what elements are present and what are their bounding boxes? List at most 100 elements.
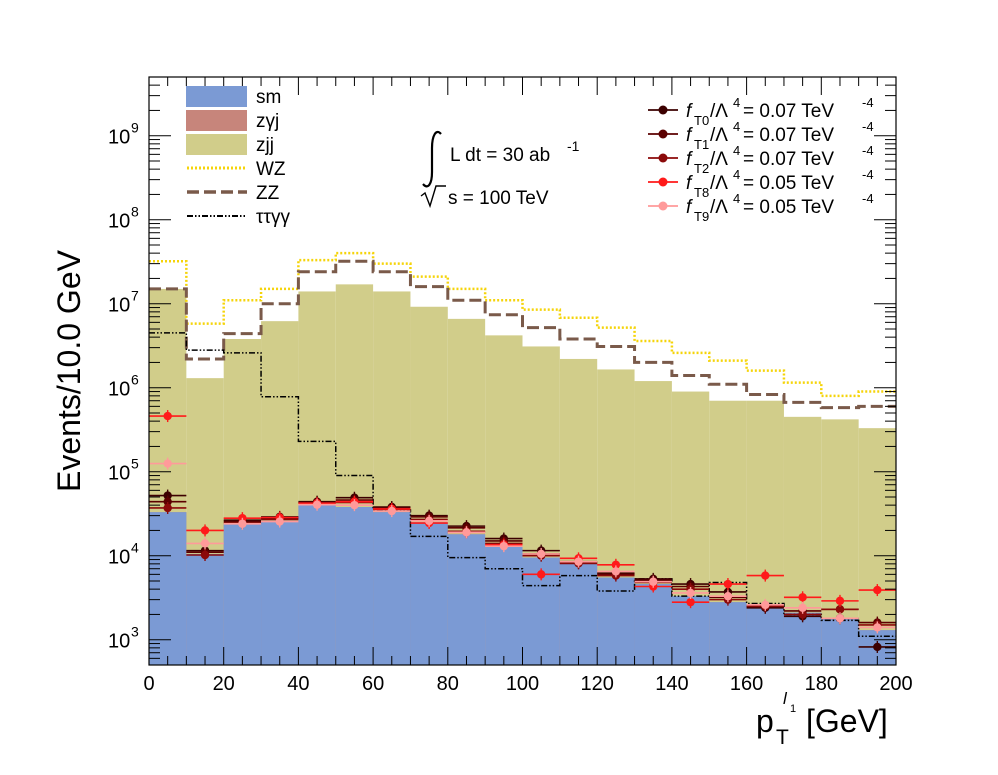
fT9-point — [611, 567, 621, 576]
y-tick-base: 10 — [108, 631, 130, 653]
fT9-point — [163, 459, 172, 468]
fT9-point — [536, 549, 546, 559]
sm-bar — [335, 507, 374, 665]
integral-sign-icon — [422, 130, 442, 188]
fT9-point — [761, 600, 770, 610]
legend-exp: -4 — [862, 143, 874, 158]
y-tick-base: 10 — [108, 463, 130, 485]
y-axis-title: Events/10.0 GeV — [51, 249, 87, 492]
fT2-point — [200, 550, 210, 560]
fT0-point — [163, 491, 172, 500]
legend-right-item: f T1/Λ 4 = 0.07 TeV -4 — [648, 119, 874, 152]
legend-left-item: zjj — [186, 134, 274, 156]
legend-sub: T2 — [694, 161, 709, 176]
legend-eq: = 0.07 TeV — [743, 149, 834, 170]
legend-eq: = 0.05 TeV — [743, 173, 834, 194]
sm-bar — [559, 563, 598, 665]
legend-pow: 4 — [733, 191, 740, 206]
legend-eq: = 0.07 TeV — [743, 125, 834, 146]
fT9-point — [574, 557, 583, 566]
legend-marker-point — [658, 201, 668, 211]
legend-eq: = 0.07 TeV — [743, 101, 834, 122]
x-tick-label: 20 — [213, 673, 235, 695]
sm-bar — [410, 522, 448, 665]
legend-f: f — [686, 197, 693, 218]
x-tick-label: 0 — [143, 673, 154, 695]
y-tick-base: 10 — [108, 295, 130, 317]
legend-marker-point — [658, 153, 668, 163]
y-tick-label: 10 7 — [108, 288, 139, 317]
stacked-fills — [149, 284, 896, 665]
legend-marker-point — [658, 129, 668, 139]
legend-marker-point — [658, 105, 668, 115]
legend-swatch — [186, 110, 247, 131]
x-tick-label: 200 — [879, 673, 912, 695]
x-tick-label: 100 — [506, 673, 539, 695]
legend-mid: /Λ — [710, 173, 728, 194]
fT1-point — [163, 497, 172, 506]
legend-left: sm zγj zjj WZ ZZ ττγγ — [186, 86, 291, 228]
legend-right-item: f T8/Λ 4 = 0.05 TeV -4 — [648, 167, 874, 200]
y-tick-exp: 7 — [131, 288, 139, 304]
tautaugg-line — [149, 332, 896, 637]
fT9-point — [723, 591, 733, 601]
fT9-point — [275, 517, 284, 526]
y-tick-label: 10 4 — [108, 540, 139, 569]
sm-bar — [597, 577, 635, 665]
legend-sub: T9 — [694, 209, 709, 224]
x-axis-title-main: p — [756, 703, 774, 739]
fT9-point — [798, 603, 807, 612]
legend-left-item: ττγγ — [187, 207, 291, 228]
legend-mid: /Λ — [710, 125, 728, 146]
legend-f: f — [686, 125, 693, 146]
sm-bar — [186, 553, 224, 665]
legend-f: f — [686, 173, 693, 194]
fT9-point — [462, 528, 471, 537]
x-tick-label: 120 — [581, 673, 614, 695]
legend-f: f — [686, 101, 693, 122]
y-tick-label: 10 6 — [108, 372, 139, 401]
legend-pow: 4 — [733, 143, 740, 158]
legend-label: WZ — [256, 159, 286, 180]
sqrts-text: s = 100 TeV — [448, 188, 549, 209]
legend-sub: T1 — [694, 137, 709, 152]
y-tick-exp: 6 — [131, 372, 139, 388]
legend-swatch — [186, 134, 247, 155]
fT9-point — [424, 516, 434, 526]
fT2-point — [835, 605, 845, 614]
y-tick-label: 10 8 — [108, 204, 139, 233]
legend-right-item: f T9/Λ 4 = 0.05 TeV -4 — [648, 191, 874, 224]
fT2-point — [163, 503, 172, 513]
y-tick-base: 10 — [108, 211, 130, 233]
sqrt-sign-icon — [420, 185, 446, 209]
y-tick-base: 10 — [108, 547, 130, 569]
fT9-point — [835, 614, 845, 623]
x-tick-label: 80 — [437, 673, 459, 695]
legend-mid: /Λ — [710, 197, 728, 218]
sm-bar — [485, 546, 523, 665]
x-tick-label: 40 — [287, 673, 309, 695]
y-tick-exp: 4 — [131, 540, 139, 556]
fT8-point — [798, 593, 807, 602]
fT9-point — [649, 577, 658, 586]
x-axis-title-supsub: 1 — [790, 703, 796, 715]
legend-label: ZZ — [256, 183, 280, 204]
legend-left-item: ZZ — [187, 183, 280, 204]
sm-bar — [261, 520, 299, 665]
axis-ticks — [148, 76, 897, 666]
legend-left-item: zγj — [186, 110, 279, 132]
fT9-point — [686, 588, 695, 598]
legend-label: zγj — [256, 111, 279, 132]
fT9-point — [312, 500, 322, 509]
x-tick-label: 60 — [362, 673, 384, 695]
legend-left-item: sm — [186, 86, 281, 108]
x-axis-title-unit: [GeV] — [806, 703, 888, 739]
legend-pow: 4 — [733, 95, 740, 110]
legend-f: f — [686, 149, 693, 170]
fT9-point — [873, 623, 882, 632]
lumi-exp: -1 — [567, 138, 580, 154]
legend-right-item: f T2/Λ 4 = 0.07 TeV -4 — [648, 143, 874, 176]
fT9-point — [200, 539, 210, 548]
